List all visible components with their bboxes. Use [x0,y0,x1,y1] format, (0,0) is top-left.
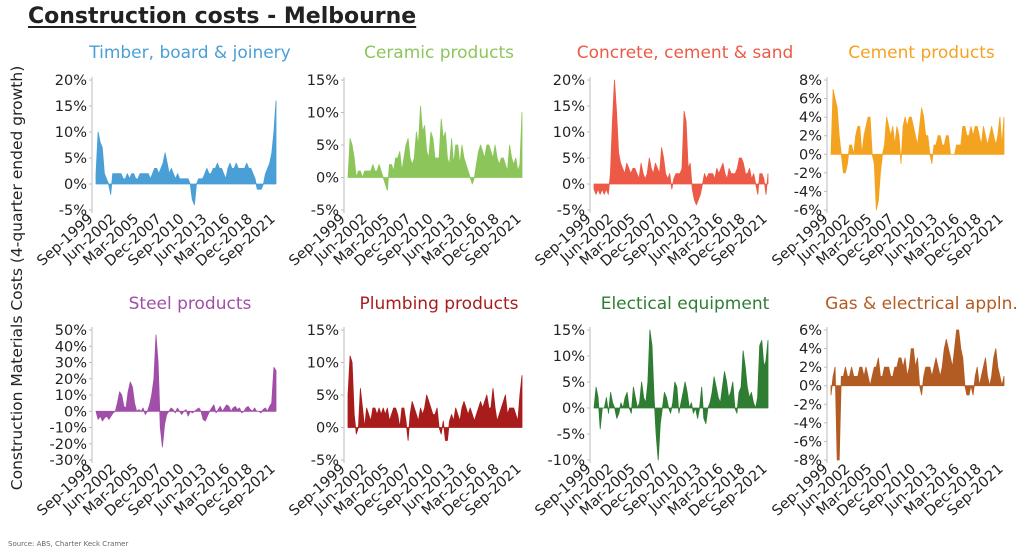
y-tick-label: -10% [50,421,87,437]
y-tick-label: 5% [316,138,339,154]
y-tick-label: 0% [64,177,87,193]
panel-title: Plumbing products [359,294,518,314]
y-tick-label: -6% [794,203,822,219]
y-tick-label: 4% [799,342,822,358]
y-tick-label: -2% [794,166,822,182]
y-tick-label: 0% [64,404,87,420]
area-series-plumbing-products [347,355,523,441]
y-tick-label: 15% [55,99,87,115]
y-tick-label: 15% [553,99,585,115]
panel-title: Timber, board & joinery [88,43,290,63]
y-tick-label: 10% [307,106,339,122]
y-tick-label: 5% [64,151,87,167]
y-tick-label: 10% [55,125,87,141]
y-tick-label: -2% [794,397,822,413]
y-tick-label: 0% [562,401,585,417]
chart-panel-concrete-cement-sand: Concrete, cement & sand20%15%10%5%0%-5%S… [532,43,793,270]
y-tick-label: 0% [316,421,339,437]
chart-panel-ceramic-products: Ceramic products15%10%5%0%-5%Sep-1999Jun… [286,43,524,270]
y-tick-label: -5% [557,203,585,219]
y-tick-label: 6% [799,92,822,108]
y-tick-label: -4% [794,416,822,432]
y-tick-label: 0% [562,177,585,193]
area-series-ceramic-products [347,105,523,191]
area-series-gas-electrical-appln [830,329,1005,461]
y-tick-label: -30% [50,453,87,469]
y-tick-label: 15% [307,323,339,339]
area-series-electical-equipment [593,329,769,461]
y-tick-label: 5% [316,388,339,404]
page-title: Construction costs - Melbourne [28,4,417,29]
y-tick-label: 10% [55,388,87,404]
y-tick-label: 10% [553,349,585,365]
y-tick-label: 20% [55,73,87,89]
y-tick-label: -5% [311,203,339,219]
panel-title: Steel products [129,294,252,314]
chart-panel-electical-equipment: Electical equipment15%10%5%0%-5%-10%Sep-… [532,294,770,520]
panel-title: Ceramic products [364,43,514,63]
y-tick-label: 30% [55,356,87,372]
panel-title: Cement products [848,43,995,63]
y-tick-label: 0% [316,171,339,187]
y-tick-label: 4% [799,110,822,126]
y-tick-label: 2% [799,360,822,376]
area-series-steel-products [95,334,277,448]
y-tick-label: -20% [50,437,87,453]
y-tick-label: 15% [307,73,339,89]
source-note: Source: ABS, Charter Keck Cramer [8,540,129,548]
panel-title: Concrete, cement & sand [577,43,794,63]
chart-panel-timber-board-joinery: Timber, board & joinery20%15%10%5%0%-5%S… [34,43,290,270]
y-tick-label: 10% [553,125,585,141]
panel-title: Electical equipment [601,294,770,314]
y-axis-title-text: Construction Materials Costs (4-quarter … [8,66,26,490]
y-tick-label: 6% [799,323,822,339]
y-tick-label: 8% [799,73,822,89]
y-axis-title: Construction Materials Costs (4-quarter … [8,66,26,490]
chart-panel-cement-products: Cement products8%6%4%2%0%-2%-4%-6%Sep-19… [769,43,1006,270]
y-tick-label: 20% [553,73,585,89]
y-tick-label: -10% [548,453,585,469]
y-tick-label: -4% [794,184,822,200]
y-tick-label: 5% [562,375,585,391]
area-series-concrete-cement-sand [593,79,769,206]
y-tick-label: -5% [557,427,585,443]
y-tick-label: 10% [307,356,339,372]
y-tick-label: -6% [794,434,822,450]
y-tick-label: 50% [55,323,87,339]
y-tick-label: 20% [55,372,87,388]
y-tick-label: 0% [799,147,822,163]
y-tick-label: 0% [799,379,822,395]
area-series-cement-products [830,88,1005,211]
y-tick-label: -5% [59,203,87,219]
area-series-timber-board-joinery [95,100,277,206]
y-tick-label: 2% [799,129,822,145]
panel-title: Gas & electrical appln. [825,294,1018,314]
chart-panel-gas-electrical-appln: Gas & electrical appln.6% 4% 2% 0% -2% -4% -6%… [769,294,1017,520]
chart-panel-steel-products: Steel products 50%40%30%20%10%0%-10%-20%-… [34,294,278,520]
y-tick-label: 40% [55,339,87,355]
y-tick-label: 15% [553,323,585,339]
y-tick-label: -8% [794,453,822,469]
y-tick-label: -5% [311,453,339,469]
y-tick-label: 5% [562,151,585,167]
chart-panel-plumbing-products: Plumbing products15%10%5%0%-5%Sep-1999Ju… [286,294,524,520]
